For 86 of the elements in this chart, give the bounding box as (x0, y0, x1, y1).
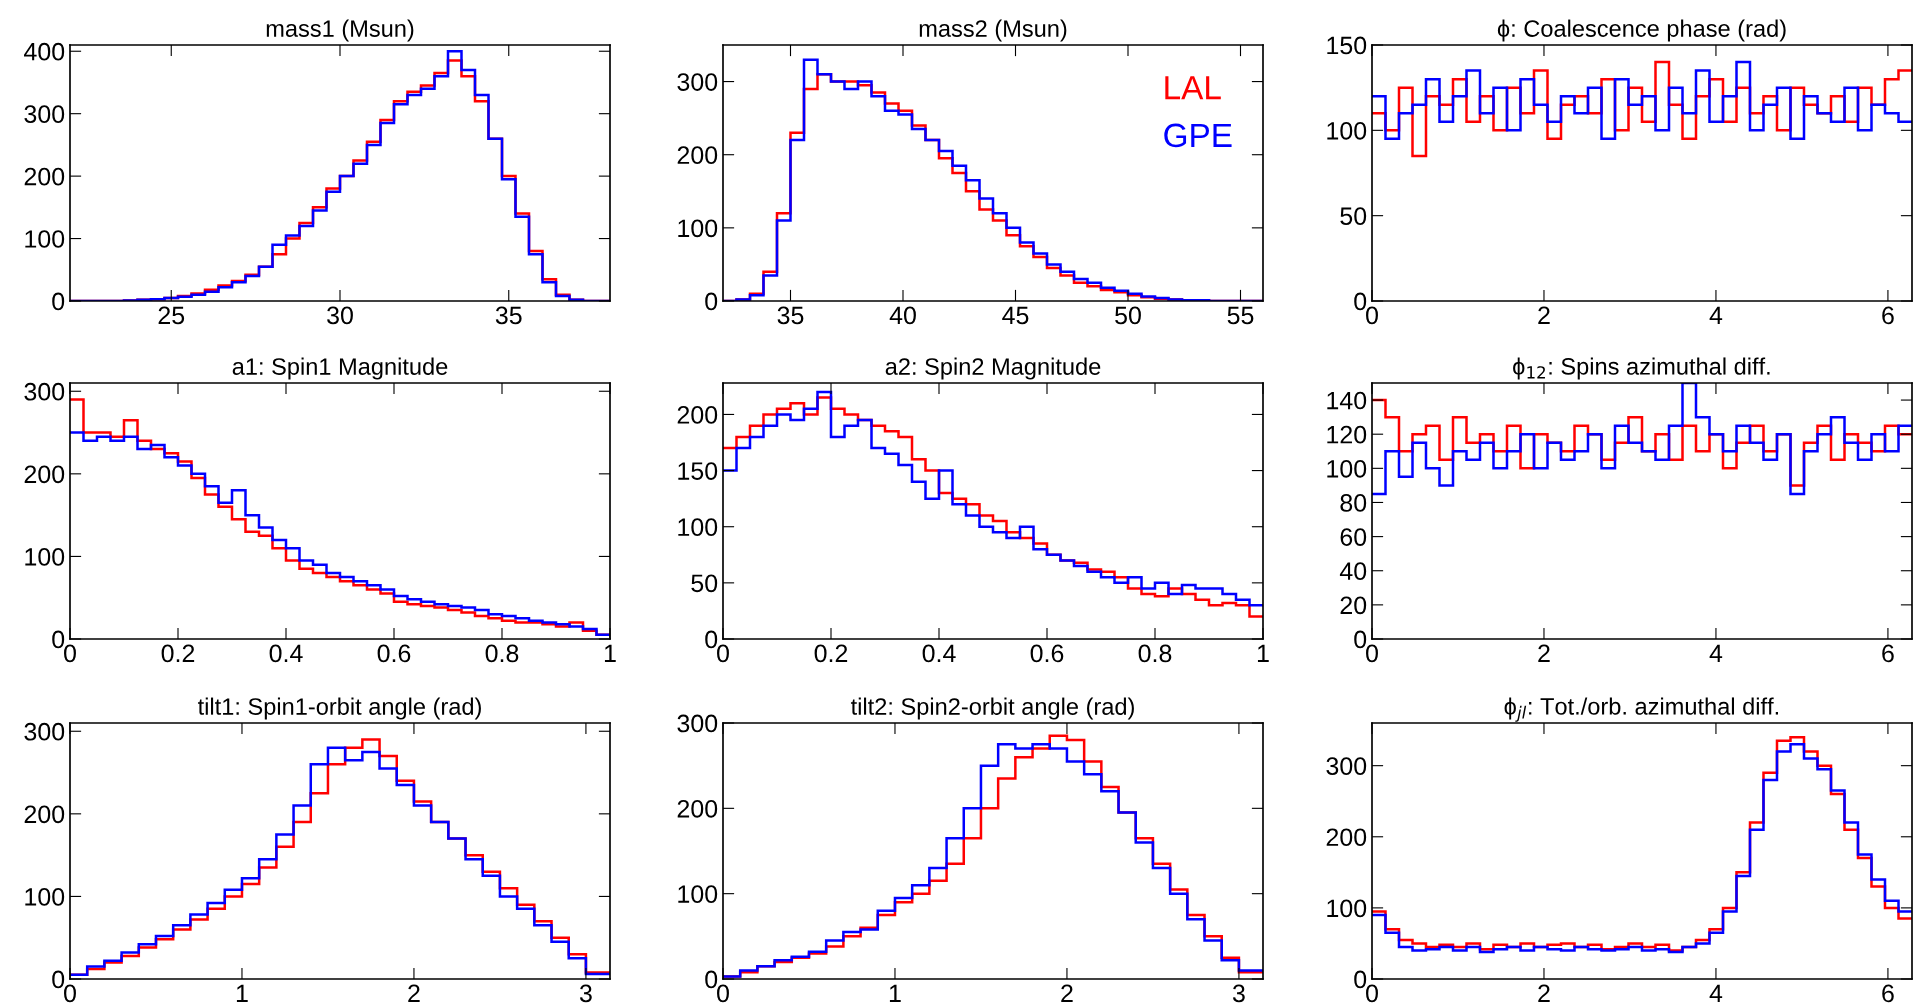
x-tick-label: 3 (1232, 984, 1245, 1003)
y-tick-label: 100 (1327, 121, 1367, 140)
y-tick-label: 100 (25, 548, 65, 566)
y-tick-label: 150 (1327, 36, 1367, 55)
x-tick-label: 1 (236, 984, 248, 1002)
x-tick-label: 4 (1709, 984, 1723, 1002)
y-tick-label: 0 (52, 970, 65, 989)
y-tick-label: 200 (1326, 828, 1367, 847)
y-tick-label: 200 (24, 167, 65, 186)
x-tick-label: 0.2 (161, 644, 195, 663)
y-tick-label: 0 (52, 630, 65, 649)
x-tick-label: 55 (1227, 306, 1254, 325)
x-tick-label: 0.8 (1138, 644, 1172, 663)
y-tick-label: 400 (24, 42, 65, 61)
x-tick-label: 0.8 (485, 644, 519, 663)
y-tick-label: 60 (1340, 528, 1367, 546)
x-tick-label: 6 (1882, 306, 1894, 325)
y-tick-label: 200 (677, 406, 718, 424)
y-tick-label: 100 (25, 230, 65, 248)
x-tick-label: 0.4 (269, 644, 303, 663)
x-tick-label: 6 (1882, 644, 1894, 663)
y-tick-label: 300 (677, 714, 718, 733)
text: GPE (1164, 123, 1232, 148)
y-tick-label: 40 (1339, 562, 1367, 581)
y-tick-label: 120 (1327, 425, 1367, 444)
chart-title: ϕ$_{jl}$: Tot./orb. azimuthal diff. (1504, 697, 1779, 722)
chart-title: ϕ: Coalescence phase (rad) (1497, 19, 1786, 42)
y-tick-label: 100 (1327, 459, 1367, 478)
x-tick-label: 45 (1002, 306, 1029, 325)
y-tick-label: 150 (678, 462, 718, 480)
x-tick-label: 6 (1882, 984, 1894, 1003)
x-tick-label: 2 (408, 984, 420, 1002)
y-tick-label: 0 (705, 292, 718, 311)
y-tick-label: 0 (1354, 292, 1367, 311)
chart-title: tilt2: Spin2-orbit angle (rad) (850, 697, 1134, 720)
x-tick-label: 1 (604, 644, 616, 662)
y-tick-label: 140 (1327, 391, 1367, 410)
x-tick-label: 0.4 (922, 644, 956, 663)
y-tick-label: 300 (1326, 757, 1367, 775)
y-tick-label: 300 (24, 722, 65, 741)
x-tick-label: 1 (1257, 644, 1269, 662)
y-tick-label: 0 (705, 630, 718, 649)
y-tick-label: 300 (24, 382, 65, 401)
chart-title: mass1 (Msun) (266, 19, 414, 42)
y-tick-label: 100 (678, 219, 718, 238)
x-tick-label: 4 (1709, 644, 1723, 662)
y-tick-label: 0 (52, 292, 65, 311)
y-tick-label: 100 (25, 888, 65, 906)
y-tick-label: 0 (1354, 630, 1367, 649)
y-tick-label: 80 (1340, 494, 1367, 512)
x-tick-label: 2 (1538, 644, 1550, 662)
chart-title: tilt1: Spin1-orbit angle (rad) (197, 697, 481, 720)
y-tick-label: 50 (691, 574, 718, 593)
x-tick-label: 3 (579, 984, 592, 1003)
y-tick-label: 200 (24, 805, 65, 824)
chart-title: ϕ$_{12}$: Spins azimuthal diff. (1513, 357, 1770, 380)
x-tick-label: 50 (1115, 306, 1141, 325)
y-tick-label: 100 (678, 518, 718, 537)
chart-title: mass2 (Msun) (919, 19, 1067, 42)
x-tick-label: 2 (1061, 984, 1073, 1002)
x-tick-label: 1 (889, 984, 901, 1002)
x-tick-label: 35 (495, 306, 522, 325)
x-tick-label: 0.2 (814, 644, 848, 663)
x-tick-label: 35 (777, 306, 804, 325)
x-tick-label: 2 (1538, 306, 1550, 324)
chart-title: a1: Spin1 Magnitude (232, 357, 448, 380)
chart-title: a2: Spin2 Magnitude (885, 357, 1101, 380)
y-tick-label: 100 (1327, 899, 1367, 918)
y-tick-label: 50 (1340, 207, 1367, 225)
y-tick-label: 20 (1340, 596, 1367, 615)
x-tick-label: 25 (158, 306, 185, 325)
x-tick-label: 0.6 (1030, 644, 1064, 663)
y-tick-label: 200 (677, 146, 718, 165)
y-tick-label: 200 (24, 465, 65, 484)
x-tick-label: 2 (1538, 984, 1550, 1002)
y-tick-label: 100 (678, 885, 718, 903)
x-tick-label: 0.6 (377, 644, 411, 663)
x-tick-label: 4 (1709, 306, 1723, 324)
y-tick-label: 300 (677, 73, 718, 91)
y-tick-label: 300 (24, 105, 65, 123)
x-tick-label: 30 (327, 306, 353, 325)
text: LAL (1165, 76, 1221, 100)
x-tick-label: 40 (889, 306, 916, 325)
y-tick-label: 0 (1354, 970, 1367, 989)
y-tick-label: 200 (677, 799, 718, 818)
y-tick-label: 0 (705, 970, 718, 989)
